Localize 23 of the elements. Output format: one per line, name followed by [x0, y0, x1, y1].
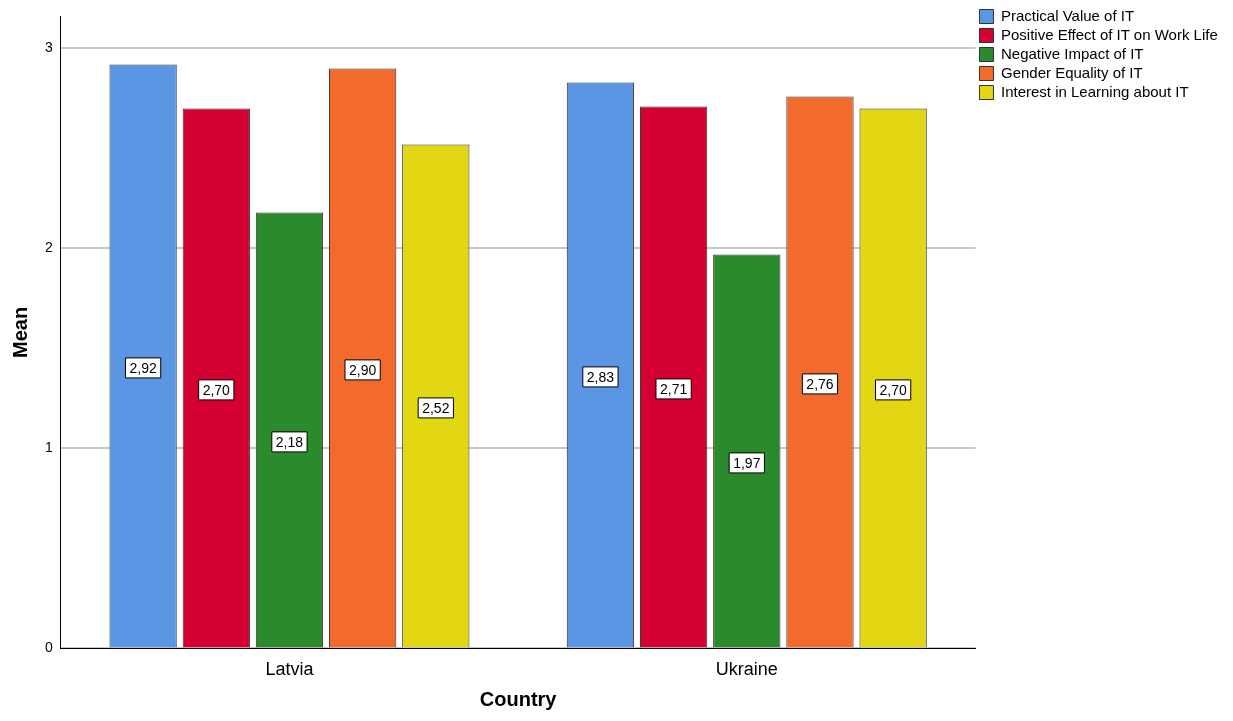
x-axis-title: Country: [479, 687, 558, 710]
legend-label: Practical Value of IT: [1000, 6, 1135, 24]
data-label: 2,18: [275, 433, 304, 450]
legend-label: Interest in Learning about IT: [1000, 82, 1189, 100]
data-label: 2,52: [422, 399, 450, 416]
y-tick-label: 1: [44, 439, 53, 456]
x-tick-label: Latvia: [265, 659, 315, 680]
data-label: 2,76: [806, 375, 834, 392]
data-label: 2,90: [349, 361, 377, 378]
y-tick-label: 2: [44, 239, 53, 256]
x-tick-label: Ukraine: [715, 659, 778, 680]
data-label: 2,71: [659, 380, 688, 397]
legend-label: Gender Equality of IT: [1000, 63, 1143, 81]
data-label: 1,97: [733, 454, 761, 471]
data-label: 2,70: [202, 381, 231, 398]
y-tick-label: 3: [44, 39, 53, 56]
data-label: 2,92: [129, 359, 157, 376]
y-axis-title: Mean: [8, 306, 31, 358]
legend-label: Negative Impact of IT: [1000, 44, 1144, 62]
legend-label: Positive Effect of IT on Work Life: [1000, 25, 1218, 43]
y-tick-label: 0: [44, 639, 53, 656]
data-label: 2,70: [879, 381, 907, 398]
data-label: 2,83: [586, 368, 615, 385]
